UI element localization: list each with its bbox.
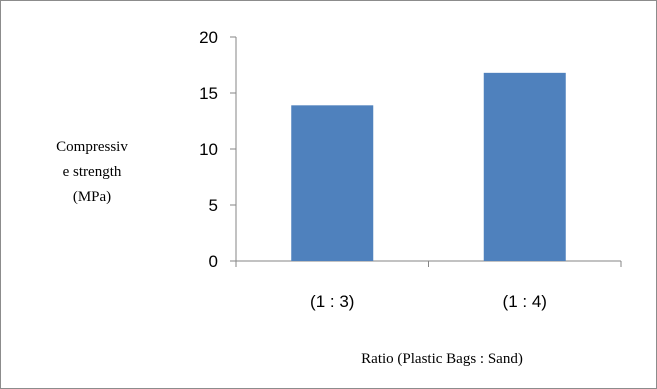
bar	[291, 105, 374, 261]
y-tick-label: 5	[209, 196, 218, 215]
y-tick-label: 15	[199, 84, 218, 103]
x-axis-title: Ratio (Plastic Bags : Sand)	[361, 351, 523, 367]
y-axis-title-line-1: Compressiv	[56, 139, 128, 155]
bar	[483, 72, 566, 261]
y-tick-label: 10	[199, 140, 218, 159]
x-category-label: (1 : 4)	[503, 292, 547, 311]
y-axis-title: Compressiv e strength (MPa)	[56, 139, 128, 205]
plot-area: 0 5 10 15 20 (1 : 3) (1 : 4)	[199, 28, 622, 311]
y-tick-label: 20	[199, 28, 218, 47]
x-category-label: (1 : 3)	[310, 292, 354, 311]
y-axis-title-line-2: e strength	[63, 164, 122, 180]
y-axis-title-line-3: (MPa)	[73, 189, 111, 205]
y-tick-label: 0	[209, 252, 218, 271]
